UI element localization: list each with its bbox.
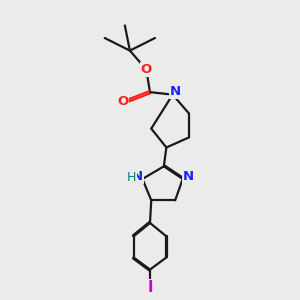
Text: N: N [132, 170, 143, 183]
Text: N: N [183, 170, 194, 183]
Text: O: O [141, 63, 152, 76]
Text: N: N [170, 85, 181, 98]
Text: H: H [127, 171, 136, 184]
Text: I: I [147, 280, 153, 295]
Text: O: O [117, 95, 128, 108]
